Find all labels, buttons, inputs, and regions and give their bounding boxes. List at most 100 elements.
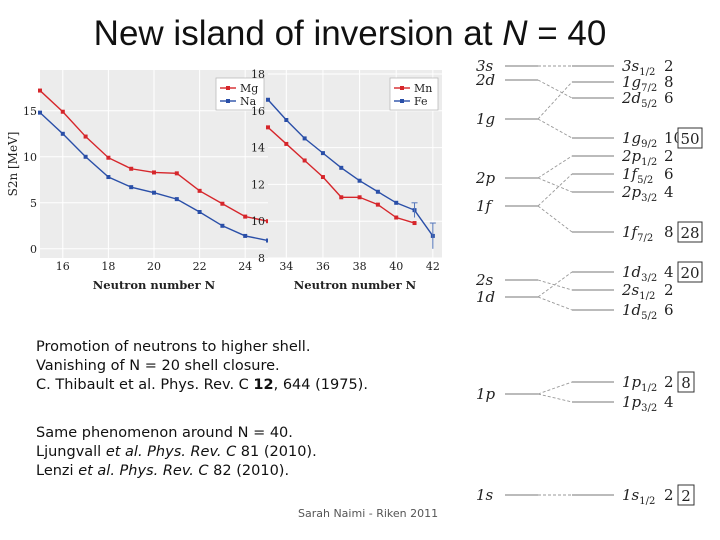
data-point-mg	[129, 166, 134, 171]
data-point-mg	[60, 109, 65, 114]
sublevel-occupancy: 4	[664, 183, 674, 201]
sublevel-label: 1f5/2	[622, 165, 653, 186]
sublevel-label: 2d5/2	[621, 89, 657, 110]
text-line: Lenzi et al. Phys. Rev. C 82 (2010).	[36, 462, 317, 481]
footer: Sarah Naimi - Riken 2011	[298, 507, 439, 520]
sublevel-occupancy: 2	[664, 57, 674, 75]
ref-journal: et al. Phys. Rev. C	[78, 463, 209, 479]
orbital-label-1d: 1d	[476, 288, 495, 306]
y-tick-label: 10	[23, 151, 37, 164]
data-point-mg	[174, 171, 179, 176]
split-connector	[537, 393, 573, 403]
legend-marker-fe	[400, 99, 404, 103]
legend-label-mg: Mg	[240, 82, 258, 95]
x-axis-label: Neutron number N	[294, 278, 417, 292]
magic-number-box	[677, 261, 703, 283]
sublevel-label: 1p1/2	[622, 373, 657, 394]
split-connector	[537, 81, 573, 120]
text-line: Ljungvall et al. Phys. Rev. C 81 (2010).	[36, 443, 317, 462]
orbital-label-1f: 1f	[476, 197, 494, 215]
text-line: C. Thibault et al. Phys. Rev. C 12, 644 …	[36, 376, 368, 395]
ref-author: Ljungvall	[36, 444, 106, 460]
data-point-mg	[220, 201, 225, 206]
series-line-fe	[267, 99, 434, 237]
data-point-na	[38, 110, 42, 115]
title-variable: N	[502, 14, 528, 53]
data-point-mg	[152, 170, 156, 175]
y-tick-label: 18	[251, 68, 265, 81]
x-tick-label: 34	[279, 260, 293, 273]
ref-volume: 82 (2010).	[208, 463, 290, 479]
orbital-label-2d: 2d	[475, 71, 495, 89]
y-tick-label: 0	[30, 243, 37, 256]
data-point-fe	[394, 200, 399, 205]
y-tick-label: 15	[23, 105, 37, 118]
slide-title: New island of inversion at N = 40	[0, 14, 700, 54]
split-connector	[537, 177, 573, 193]
y-tick-label: 8	[258, 252, 265, 265]
magic-number-box	[677, 221, 703, 243]
sublevel-label: 1f7/2	[622, 223, 653, 244]
sublevel-occupancy: 6	[664, 89, 674, 107]
sublevel-label: 2s1/2	[621, 281, 655, 302]
legend-label-mn: Mn	[414, 82, 432, 95]
y-tick-label: 14	[251, 142, 265, 155]
orbital-label-3s: 3s	[476, 57, 494, 75]
split-connector	[537, 173, 573, 207]
sublevel-label: 1g7/2	[622, 73, 657, 94]
sublevel-occupancy: 2	[664, 147, 674, 165]
ref-text: , 644 (1975).	[273, 377, 368, 393]
data-point-na	[83, 154, 88, 159]
legend-box	[389, 77, 439, 111]
data-point-na	[243, 233, 248, 238]
magic-number: 2	[681, 487, 691, 505]
x-tick-label: 16	[56, 260, 70, 273]
data-point-mg	[38, 88, 42, 93]
text-paragraph-1: Promotion of neutrons to higher shell. V…	[36, 338, 368, 395]
y-tick-label: 10	[251, 215, 265, 228]
x-tick-label: 22	[193, 260, 207, 273]
data-point-mn	[266, 125, 270, 130]
data-point-na	[106, 175, 111, 180]
data-point-fe	[375, 189, 380, 194]
ref-journal: et al. Phys. Rev. C	[105, 444, 237, 460]
sublevel-occupancy: 6	[664, 301, 674, 319]
x-tick-label: 36	[316, 260, 330, 273]
title-rest: = 40	[527, 14, 607, 53]
sublevel-occupancy: 4	[664, 393, 674, 411]
data-point-mn	[357, 195, 362, 200]
data-point-na	[152, 190, 156, 195]
legend-marker-na	[226, 99, 230, 103]
sublevel-label: 2p1/2	[621, 147, 657, 168]
title-main: New island of inversion at	[93, 14, 503, 53]
orbital-label-2p: 2p	[475, 169, 496, 187]
data-point-na	[197, 210, 202, 214]
ref-volume: 81 (2010).	[236, 444, 317, 460]
data-point-na	[220, 223, 225, 228]
sublevel-label: 2p3/2	[621, 183, 657, 204]
orbital-label-1g: 1g	[476, 110, 495, 128]
legend-label-fe: Fe	[414, 95, 428, 108]
split-connector	[537, 118, 573, 139]
sublevel-label: 3s1/2	[622, 57, 655, 78]
data-point-mn	[375, 202, 380, 207]
sublevel-occupancy: 2	[664, 373, 674, 391]
split-connector	[537, 205, 573, 233]
data-point-fe	[320, 151, 325, 156]
x-axis-label: Neutron number N	[93, 278, 216, 292]
sublevel-occupancy: 4	[664, 263, 674, 281]
orbital-label-1p: 1p	[476, 385, 496, 403]
split-connector	[537, 79, 573, 99]
text-line: Promotion of neutrons to higher shell.	[36, 339, 311, 355]
sublevel-label: 1g9/2	[622, 129, 657, 150]
legend-marker-mg	[226, 86, 230, 90]
data-point-mn	[394, 215, 399, 220]
y-axis-label: S2n [MeV]	[6, 132, 20, 197]
magic-number: 8	[681, 374, 691, 392]
data-point-fe	[284, 118, 289, 122]
split-connector	[537, 271, 573, 298]
ref-volume: 12	[253, 377, 274, 393]
data-point-mg	[243, 214, 248, 219]
data-point-mg	[83, 134, 88, 139]
